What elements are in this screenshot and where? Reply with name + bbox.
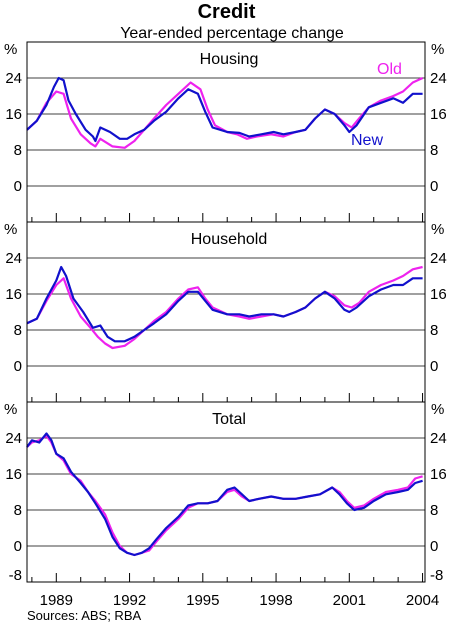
panel-frame-3 [26, 401, 426, 583]
household-unit-right: % [431, 221, 444, 238]
housing-ytick-right: 16 [430, 106, 447, 123]
x-axis-label: 2001 [333, 592, 366, 609]
chart-title: Credit [198, 1, 256, 23]
total-ytick-left: 16 [5, 466, 22, 483]
total-title: Total [212, 411, 246, 428]
housing-ytick-left: 24 [5, 70, 22, 87]
x-axis-label: 1995 [186, 592, 219, 609]
household-ytick-left: 0 [14, 358, 22, 375]
housing-ytick-left: 0 [14, 178, 22, 195]
chart-panels: 0 0 8 8 16 16 24 24% % Housing Old New 0 0 8 8 16 16 24 24%… [4, 41, 447, 609]
housing-unit-left: % [4, 41, 17, 58]
household-unit-left: % [4, 221, 17, 238]
household-ytick-left: 16 [5, 286, 22, 303]
housing-ytick-right: 0 [430, 178, 438, 195]
legend-new: New [351, 132, 383, 149]
total-ytick-right: 0 [430, 538, 438, 555]
total-ytick-left: -8 [9, 567, 22, 584]
household-series-new [26, 265, 423, 343]
chart-subtitle: Year-ended percentage change [120, 25, 344, 42]
total-ytick-right: -8 [430, 567, 443, 584]
legend-old: Old [377, 61, 402, 78]
total-series-new [26, 432, 423, 557]
household-ytick-right: 8 [430, 322, 438, 339]
household-ytick-right: 24 [430, 250, 447, 267]
housing-title: Housing [200, 51, 259, 68]
x-axis-label: 2004 [406, 592, 439, 609]
total-unit-left: % [4, 401, 17, 418]
housing-series-old [26, 77, 424, 149]
total-series-old [26, 434, 423, 557]
total-ytick-right: 16 [430, 466, 447, 483]
household-series-old [26, 265, 423, 350]
housing-series-new [26, 76, 423, 143]
total-ytick-right: 24 [430, 430, 447, 447]
total-ytick-left: 8 [14, 502, 22, 519]
x-axis-label: 1989 [40, 592, 73, 609]
housing-ytick-right: 24 [430, 70, 447, 87]
household-ytick-left: 24 [5, 250, 22, 267]
chart-source: Sources: ABS; RBA [27, 608, 141, 623]
household-ytick-right: 16 [430, 286, 447, 303]
total-ytick-left: 24 [5, 430, 22, 447]
housing-ytick-right: 8 [430, 142, 438, 159]
total-ytick-right: 8 [430, 502, 438, 519]
x-axis-label: 1998 [259, 592, 292, 609]
housing-ytick-left: 8 [14, 142, 22, 159]
panel-frame-2 [26, 221, 426, 403]
housing-ytick-left: 16 [5, 106, 22, 123]
household-ytick-right: 0 [430, 358, 438, 375]
household-ytick-left: 8 [14, 322, 22, 339]
total-ytick-left: 0 [14, 538, 22, 555]
total-unit-right: % [431, 401, 444, 418]
x-axis-label: 1992 [113, 592, 146, 609]
household-title: Household [191, 231, 268, 248]
housing-unit-right: % [431, 41, 444, 58]
